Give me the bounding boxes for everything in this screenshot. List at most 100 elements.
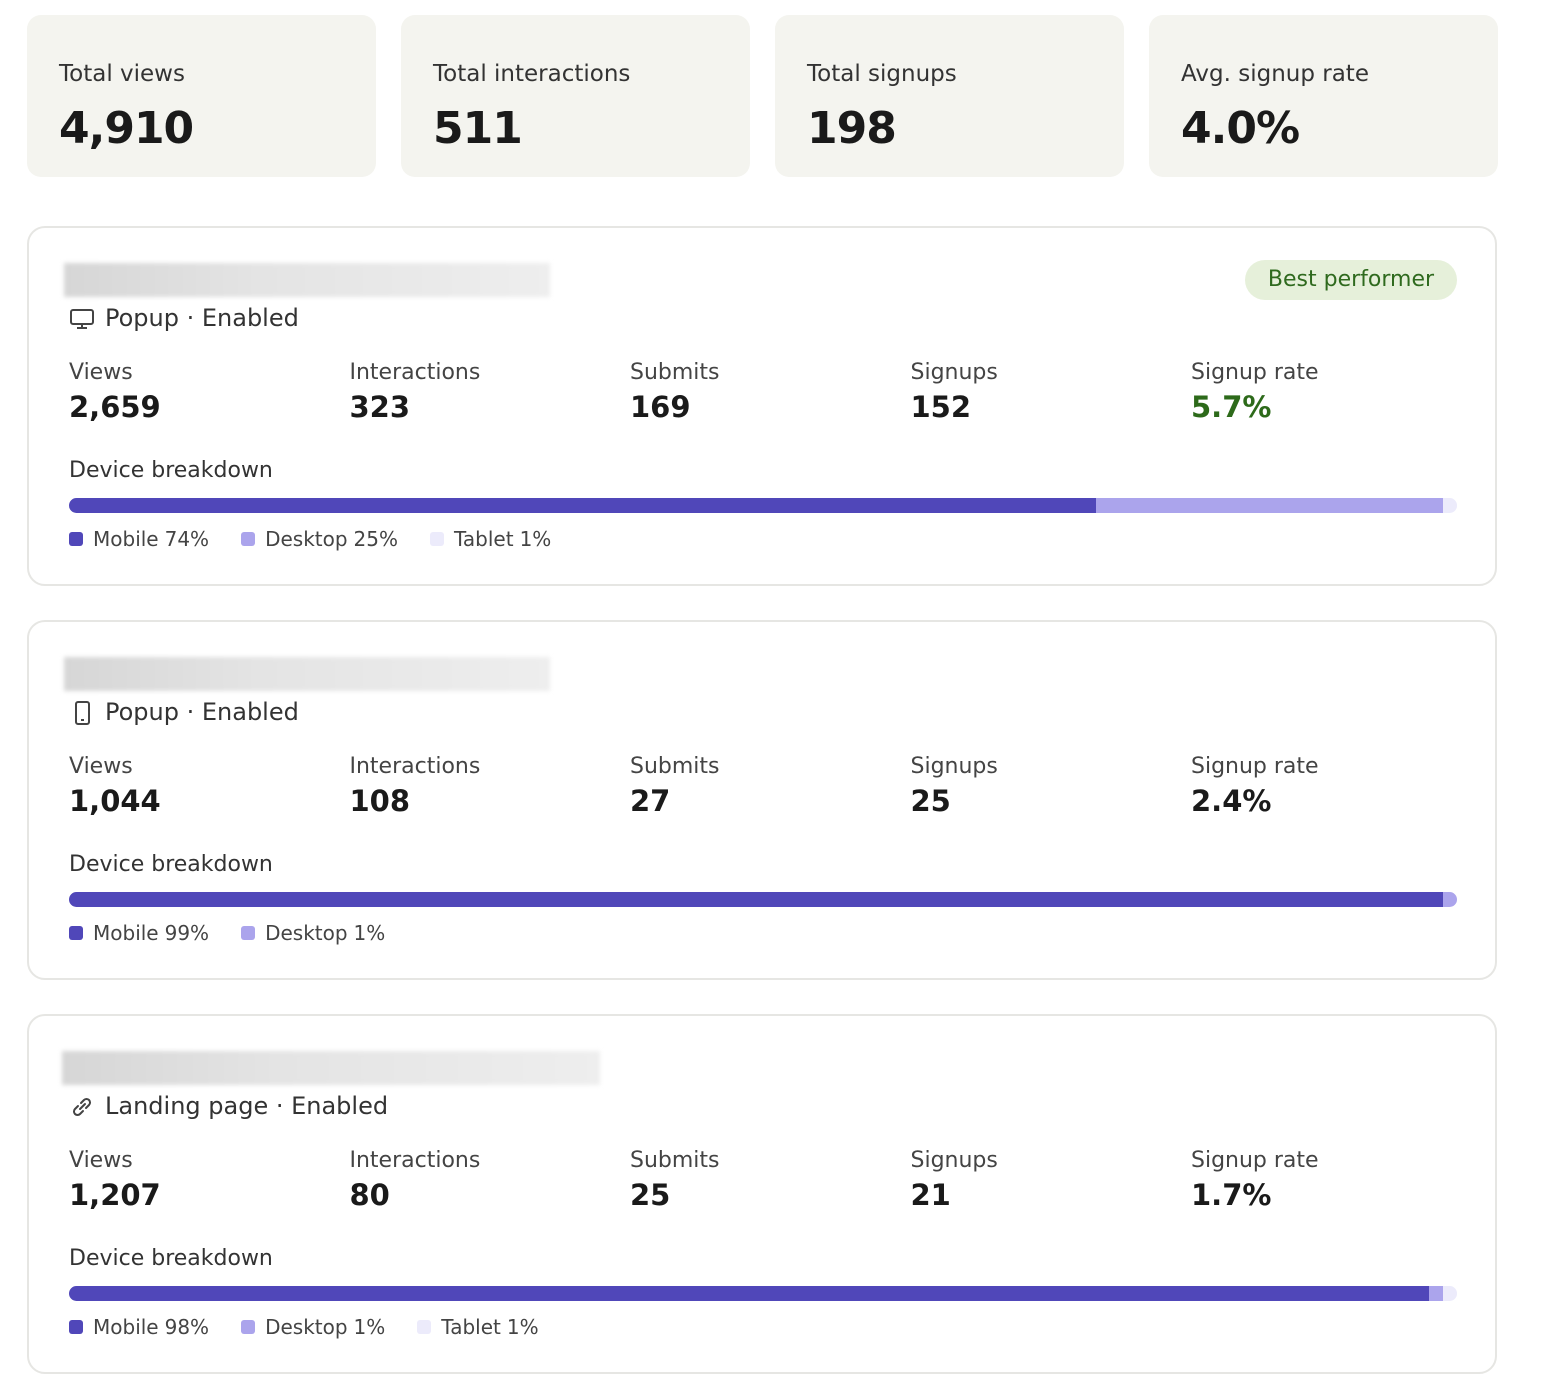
device-segment bbox=[69, 892, 1444, 907]
breakdown-title: Device breakdown bbox=[69, 852, 273, 877]
mobile-icon bbox=[75, 701, 90, 725]
legend-name: Tablet bbox=[454, 527, 514, 551]
device-segment bbox=[1443, 498, 1457, 513]
metric-label: Signups bbox=[910, 360, 998, 385]
campaign-type: Landing page · Enabled bbox=[105, 1092, 389, 1120]
metric-label: Interactions bbox=[349, 1148, 481, 1173]
device-bar bbox=[69, 1286, 1457, 1301]
metric-label: Signup rate bbox=[1191, 1148, 1319, 1173]
metric-value: 80 bbox=[349, 1178, 390, 1212]
legend-name: Desktop bbox=[265, 921, 348, 945]
legend-item: Desktop 1% bbox=[241, 921, 385, 945]
legend-swatch bbox=[241, 1320, 256, 1334]
metric-value: 1.7% bbox=[1191, 1178, 1272, 1212]
legend-swatch bbox=[430, 532, 444, 546]
metric-label: Views bbox=[69, 754, 133, 779]
metric-value: 1,044 bbox=[69, 784, 161, 818]
metric-value: 21 bbox=[910, 1178, 951, 1212]
device-bar bbox=[69, 892, 1457, 907]
legend-item: Mobile 74% bbox=[69, 527, 209, 551]
legend-swatch bbox=[69, 926, 83, 940]
legend-name: Desktop bbox=[265, 527, 348, 551]
device-segment bbox=[69, 1286, 1430, 1301]
legend-value: 25% bbox=[353, 527, 398, 551]
metric-value: 25 bbox=[630, 1178, 671, 1212]
legend-name: Desktop bbox=[265, 1315, 348, 1339]
legend-item: Mobile 98% bbox=[69, 1315, 209, 1339]
campaign-type: Popup · Enabled bbox=[105, 698, 299, 726]
metric-label: Submits bbox=[630, 360, 720, 385]
metric-label: Views bbox=[69, 360, 133, 385]
legend-value: 99% bbox=[164, 921, 210, 945]
stat-value: 4,910 bbox=[59, 103, 194, 154]
legend-name: Mobile bbox=[93, 1315, 159, 1339]
metric-label: Signup rate bbox=[1191, 360, 1319, 385]
metric-value: 152 bbox=[910, 390, 972, 424]
legend-item: Tablet 1% bbox=[430, 527, 551, 551]
legend-value: 1% bbox=[353, 1315, 386, 1339]
legend-item: Desktop 1% bbox=[241, 1315, 385, 1339]
device-segment bbox=[1429, 1286, 1444, 1301]
device-legend: Mobile 98% Desktop 1% Tablet 1% bbox=[69, 1315, 571, 1339]
metric-label: Signup rate bbox=[1191, 754, 1319, 779]
stat-value: 198 bbox=[807, 103, 897, 154]
stat-card: Total interactions 511 bbox=[401, 15, 750, 177]
device-segment bbox=[1443, 892, 1457, 907]
metric-label: Signups bbox=[910, 1148, 998, 1173]
device-segment bbox=[1443, 1286, 1457, 1301]
metric-label: Submits bbox=[630, 1148, 720, 1173]
legend-value: 1% bbox=[506, 1315, 539, 1339]
legend-swatch bbox=[417, 1320, 432, 1334]
metric-value: 108 bbox=[349, 784, 411, 818]
legend-item: Desktop 25% bbox=[241, 527, 398, 551]
metric-value: 25 bbox=[910, 784, 951, 818]
stat-label: Avg. signup rate bbox=[1181, 61, 1369, 87]
stat-value: 511 bbox=[433, 103, 523, 154]
metric-label: Interactions bbox=[349, 754, 481, 779]
stat-card: Total signups 198 bbox=[775, 15, 1124, 177]
stat-label: Total signups bbox=[807, 61, 957, 87]
device-legend: Mobile 99% Desktop 1% bbox=[69, 921, 417, 945]
link-icon bbox=[72, 1097, 92, 1117]
badge: Best performer bbox=[1245, 260, 1457, 300]
stat-label: Total views bbox=[59, 61, 185, 87]
metric-label: Interactions bbox=[349, 360, 481, 385]
legend-name: Mobile bbox=[93, 921, 159, 945]
campaign-type: Popup · Enabled bbox=[105, 304, 299, 332]
device-bar bbox=[69, 498, 1457, 513]
legend-swatch bbox=[241, 926, 256, 940]
campaign-card: Landing page · Enabled Views 1,207 Interact… bbox=[27, 1014, 1497, 1374]
legend-swatch bbox=[69, 1320, 83, 1334]
device-segment bbox=[1096, 498, 1444, 513]
legend-swatch bbox=[69, 532, 83, 546]
legend-swatch bbox=[241, 532, 256, 546]
legend-value: 98% bbox=[164, 1315, 210, 1339]
stat-card: Total views 4,910 bbox=[27, 15, 376, 177]
desktop-icon bbox=[70, 309, 94, 329]
stat-label: Total interactions bbox=[433, 61, 631, 87]
metric-value: 5.7% bbox=[1191, 390, 1272, 424]
metric-value: 169 bbox=[630, 390, 691, 424]
breakdown-title: Device breakdown bbox=[69, 1246, 273, 1271]
device-segment bbox=[69, 498, 1097, 513]
legend-value: 1% bbox=[519, 527, 552, 551]
device-legend: Mobile 74% Desktop 25% Tablet 1% bbox=[69, 527, 583, 551]
redacted-name bbox=[64, 263, 550, 297]
legend-name: Tablet bbox=[441, 1315, 501, 1339]
redacted-name bbox=[62, 1051, 600, 1085]
metric-label: Signups bbox=[910, 754, 998, 779]
campaign-card: Popup · Enabled Best performer Views 2,659 I… bbox=[27, 226, 1497, 586]
legend-item: Mobile 99% bbox=[69, 921, 209, 945]
metric-value: 1,207 bbox=[69, 1178, 161, 1212]
metric-value: 323 bbox=[349, 390, 411, 424]
stat-card: Avg. signup rate 4.0% bbox=[1149, 15, 1498, 177]
legend-value: 74% bbox=[164, 527, 210, 551]
legend-item: Tablet 1% bbox=[417, 1315, 539, 1339]
metric-label: Views bbox=[69, 1148, 133, 1173]
legend-name: Mobile bbox=[93, 527, 159, 551]
metric-value: 27 bbox=[630, 784, 671, 818]
legend-value: 1% bbox=[353, 921, 386, 945]
metric-label: Submits bbox=[630, 754, 720, 779]
redacted-name bbox=[64, 657, 550, 691]
